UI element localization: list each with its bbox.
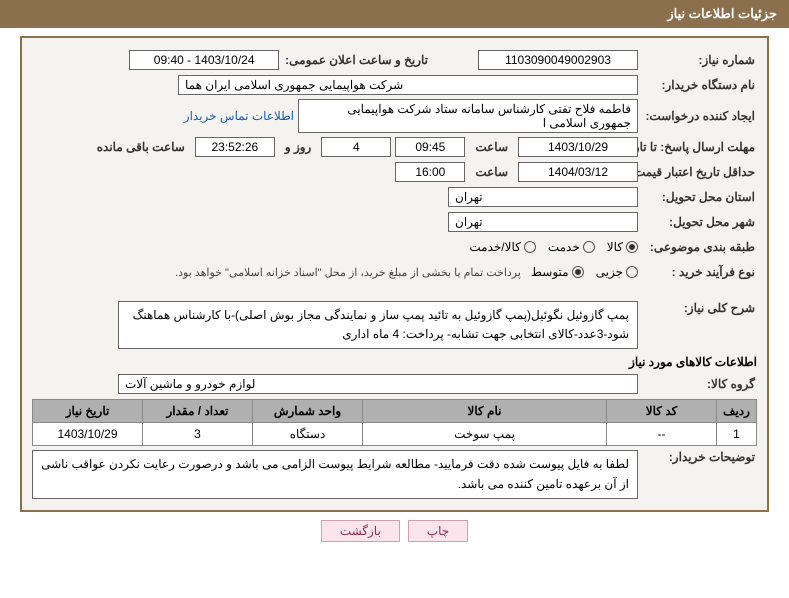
table-header: تاریخ نیاز	[33, 400, 143, 423]
back-button[interactable]: بازگشت	[321, 520, 400, 542]
validity-date: 1404/03/12	[518, 162, 638, 182]
validity-label: حداقل تاریخ اعتبار قیمت: تا تاریخ:	[642, 165, 757, 179]
buyer-org-value: شرکت هواپیمایی جمهوری اسلامی ایران هما	[178, 75, 638, 95]
deadline-days: 4	[321, 137, 391, 157]
table-cell: دستگاه	[253, 423, 363, 446]
announce-value: 1403/10/24 - 09:40	[129, 50, 279, 70]
buyer-org-label: نام دستگاه خریدار:	[642, 78, 757, 92]
city-value: تهران	[448, 212, 638, 232]
need-number-label: شماره نیاز:	[642, 53, 757, 67]
table-cell: --	[607, 423, 717, 446]
table-header: کد کالا	[607, 400, 717, 423]
process-label: نوع فرآیند خرید :	[642, 265, 757, 279]
radio-dot-icon	[626, 241, 638, 253]
radio-label: کالا/خدمت	[469, 240, 520, 254]
validity-time: 16:00	[395, 162, 465, 182]
main-frame: شماره نیاز: 1103090049002903 تاریخ و ساع…	[20, 36, 769, 512]
table-header: تعداد / مقدار	[143, 400, 253, 423]
table-cell: 1403/10/29	[33, 423, 143, 446]
deadline-countdown: 23:52:26	[195, 137, 275, 157]
requester-value: فاطمه فلاح تفتی کارشناس سامانه ستاد شرکت…	[298, 99, 638, 133]
print-button[interactable]: چاپ	[408, 520, 468, 542]
buyer-notes-label: توضیحات خریدار:	[642, 450, 757, 464]
deadline-time: 09:45	[395, 137, 465, 157]
items-section-title: اطلاعات کالاهای مورد نیاز	[32, 355, 757, 369]
header-title: جزئیات اطلاعات نیاز	[667, 6, 777, 21]
description-label: شرح کلی نیاز:	[642, 301, 757, 315]
description-text: پمپ گازوئیل نگوئیل(پمپ گازوئیل به تائید …	[118, 301, 638, 349]
table-header: ردیف	[717, 400, 757, 423]
radio-label: متوسط	[531, 265, 569, 279]
city-label: شهر محل تحویل:	[642, 215, 757, 229]
buyer-notes-text: لطفا به فایل پیوست شده دقت فرمایید- مطال…	[32, 450, 638, 498]
table-header: نام کالا	[363, 400, 607, 423]
deadline-remain-label: ساعت باقی مانده	[91, 140, 191, 154]
process-radios: جزیی متوسط	[531, 265, 638, 279]
deadline-time-label: ساعت	[469, 140, 514, 154]
classification-label: طبقه بندی موضوعی:	[642, 240, 757, 254]
deadline-label: مهلت ارسال پاسخ: تا تاریخ:	[642, 140, 757, 154]
table-cell: پمپ سوخت	[363, 423, 607, 446]
radio-dot-icon	[524, 241, 536, 253]
radio-label: جزیی	[596, 265, 623, 279]
buyer-contact-link[interactable]: اطلاعات تماس خریدار	[184, 109, 294, 123]
radio-option[interactable]: کالا	[607, 240, 638, 254]
table-cell: 1	[717, 423, 757, 446]
radio-option[interactable]: خدمت	[548, 240, 595, 254]
table-header: واحد شمارش	[253, 400, 363, 423]
radio-dot-icon	[583, 241, 595, 253]
items-table: ردیفکد کالانام کالاواحد شمارشتعداد / مقد…	[32, 399, 757, 446]
classification-radios: کالا خدمت کالا/خدمت	[469, 240, 638, 254]
footer-buttons: چاپ بازگشت	[0, 520, 789, 542]
table-row: 1--پمپ سوختدستگاه31403/10/29	[33, 423, 757, 446]
radio-dot-icon	[572, 266, 584, 278]
province-label: استان محل تحویل:	[642, 190, 757, 204]
radio-label: خدمت	[548, 240, 580, 254]
radio-label: کالا	[607, 240, 623, 254]
deadline-date: 1403/10/29	[518, 137, 638, 157]
need-number-value: 1103090049002903	[478, 50, 638, 70]
goods-group-label: گروه کالا:	[642, 377, 757, 391]
radio-dot-icon	[626, 266, 638, 278]
deadline-days-label: روز و	[279, 140, 318, 154]
header-bar: جزئیات اطلاعات نیاز	[0, 0, 789, 28]
announce-label: تاریخ و ساعت اعلان عمومی:	[283, 53, 430, 67]
table-cell: 3	[143, 423, 253, 446]
process-note: پرداخت تمام یا بخشی از مبلغ خرید، از محل…	[175, 266, 527, 279]
requester-label: ایجاد کننده درخواست:	[642, 109, 757, 123]
goods-group-value: لوازم خودرو و ماشین آلات	[118, 374, 638, 394]
validity-time-label: ساعت	[469, 165, 514, 179]
radio-option[interactable]: جزیی	[596, 265, 638, 279]
radio-option[interactable]: کالا/خدمت	[469, 240, 535, 254]
radio-option[interactable]: متوسط	[531, 265, 584, 279]
province-value: تهران	[448, 187, 638, 207]
